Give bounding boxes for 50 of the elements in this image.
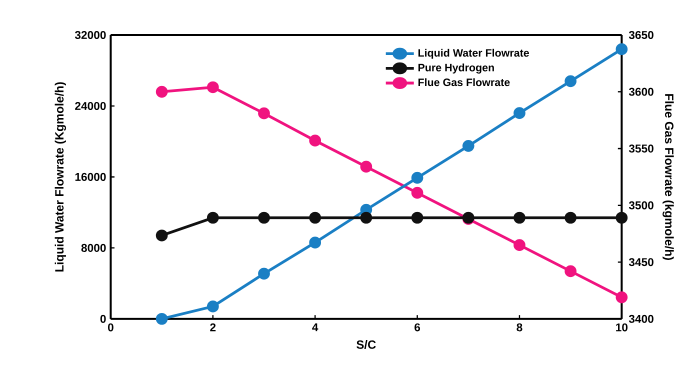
y-tick-label: 8000 [81,244,106,252]
point [206,81,219,93]
y2-tick-label: 3400 [628,314,654,323]
point [309,236,322,248]
point [258,107,270,120]
x-tick-label: 2 [210,323,216,332]
point [564,265,577,277]
point [616,291,628,304]
point [411,186,424,199]
point [514,106,526,119]
legend-label: Pure Hydrogen [418,63,494,74]
point [411,172,424,184]
y2-tick-label: 3500 [628,201,654,210]
legend-label: Flue Gas Flowrate [418,78,510,86]
point [258,212,270,224]
y-tick-label: 24000 [75,102,106,110]
point [616,43,628,55]
point [360,160,372,172]
y-tick-label: 16000 [75,172,106,181]
x-tick-label: 6 [414,323,420,332]
legend-label: Liquid Water Flowrate [418,48,529,59]
y2-axis-title: Flue Gas Flowrate (kgmole/h) [662,94,674,260]
x-tick-label: 4 [312,323,318,331]
y2-tick-label: 3650 [628,30,654,39]
y-tick-label: 32000 [74,30,106,39]
point [156,86,168,98]
point [258,267,270,280]
x-tick-label: 0 [108,323,114,332]
point [564,212,577,224]
point [156,312,168,325]
point [564,74,577,87]
point [514,238,526,251]
point [156,229,168,242]
point [360,212,372,224]
point [462,140,474,152]
point [616,212,628,224]
point [206,300,219,312]
point [411,212,424,224]
x-tick-label: 10 [616,323,628,332]
y2-tick-label: 3450 [628,258,654,266]
y2-tick-label: 3550 [628,144,654,152]
y-tick-label: 0 [100,314,106,323]
y2-tick-label: 3600 [628,88,654,96]
x-axis-title: S/C [356,340,376,349]
point [309,134,322,146]
point [514,212,526,224]
y-axis-title: Liquid Water Flowrate (Kgmole/h) [54,82,66,272]
point [206,212,219,224]
point [309,212,322,224]
x-tick-label: 8 [516,323,522,332]
